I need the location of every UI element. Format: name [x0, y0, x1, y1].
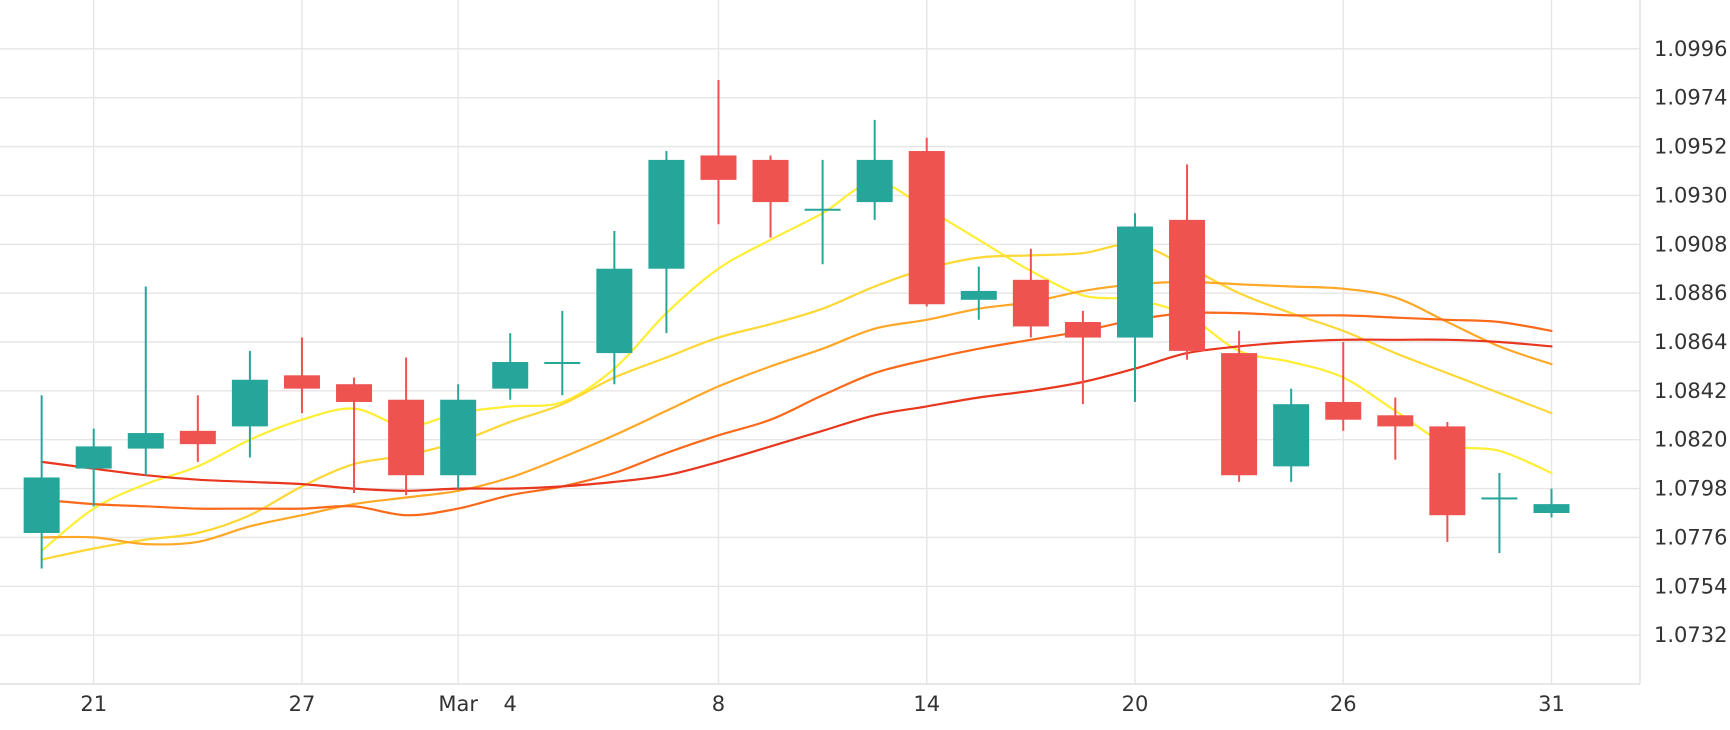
y-tick-label: 1.0952	[1654, 135, 1727, 159]
candle-body	[1429, 426, 1466, 516]
candle-body	[1325, 401, 1362, 420]
x-tick-label: 8	[712, 692, 725, 716]
candle-body	[596, 268, 633, 354]
candle-body	[23, 477, 60, 533]
candle	[908, 137, 945, 307]
y-tick-label: 1.0996	[1654, 37, 1727, 61]
candle	[1325, 342, 1362, 431]
candle	[960, 266, 997, 320]
candle	[752, 155, 789, 238]
candle	[700, 79, 737, 225]
candle	[440, 384, 477, 489]
candle-body	[283, 375, 320, 389]
candle	[231, 350, 268, 458]
candle-body	[648, 159, 685, 269]
x-tick-label: 27	[289, 692, 316, 716]
candle-body	[1012, 279, 1049, 327]
candle-body	[1116, 226, 1153, 338]
x-tick-label: 21	[80, 692, 107, 716]
candle-body	[804, 208, 841, 211]
candle-body	[179, 430, 216, 445]
candle-body	[1377, 415, 1414, 427]
candle-body	[1481, 497, 1518, 500]
candle	[492, 333, 529, 400]
x-tick-label: 20	[1122, 692, 1149, 716]
candle-body	[544, 361, 581, 364]
y-tick-label: 1.0754	[1654, 574, 1727, 598]
candle	[804, 159, 841, 265]
candle	[1533, 488, 1570, 518]
candle-body	[1273, 404, 1310, 467]
candle-body	[700, 155, 737, 180]
candle-body	[492, 361, 529, 389]
x-tick-label: 26	[1330, 692, 1357, 716]
candle	[1012, 248, 1049, 338]
candle	[336, 377, 373, 494]
candle-body	[1169, 219, 1206, 351]
candle	[1116, 213, 1153, 402]
candle	[596, 230, 633, 385]
y-tick-label: 1.0842	[1654, 379, 1727, 403]
x-tick-label: 14	[913, 692, 940, 716]
candle-body	[440, 399, 477, 476]
candle-body	[127, 433, 164, 449]
candle	[1377, 397, 1414, 460]
candle	[283, 337, 320, 414]
moving-average-lines	[40, 180, 1553, 561]
y-tick-label: 1.0974	[1654, 86, 1727, 110]
candle-body	[336, 384, 373, 402]
candle-body	[75, 446, 112, 469]
candle	[1064, 310, 1101, 405]
y-tick-label: 1.0820	[1654, 428, 1727, 452]
moving-average-line-3	[40, 280, 1553, 546]
candle	[388, 357, 425, 496]
y-tick-label: 1.0864	[1654, 330, 1727, 354]
x-tick-label: 31	[1538, 692, 1565, 716]
candle	[127, 286, 164, 476]
candle	[1429, 421, 1466, 542]
candle-body	[908, 151, 945, 305]
moving-average-line-1	[40, 180, 1553, 552]
x-tick-label: 4	[504, 692, 517, 716]
candle-body	[1533, 504, 1570, 513]
candle-body	[960, 290, 997, 300]
y-tick-label: 1.0732	[1654, 623, 1727, 647]
candle-body	[1221, 353, 1258, 476]
candle	[648, 151, 685, 334]
candle-body	[231, 379, 268, 427]
y-axis-tick-labels: 1.0732 1.0754 1.0776 1.0798 1.0820 1.0842 1.08…	[1654, 37, 1727, 647]
x-tick-label: Mar	[438, 692, 478, 716]
candle	[1221, 330, 1258, 482]
candle	[544, 310, 581, 396]
y-tick-label: 1.0908	[1654, 232, 1727, 256]
candle-body	[388, 399, 425, 476]
y-tick-label: 1.0930	[1654, 183, 1727, 207]
candle-body	[856, 159, 893, 203]
moving-average-line-4	[40, 311, 1553, 517]
candle-body	[1064, 322, 1101, 338]
candle-body	[752, 159, 789, 203]
candle	[1481, 473, 1518, 553]
candle	[23, 395, 60, 569]
y-tick-label: 1.0776	[1654, 525, 1727, 549]
candles	[23, 79, 1570, 569]
candle	[1169, 164, 1206, 360]
moving-average-line-2	[40, 242, 1553, 561]
x-axis-tick-labels: 21 27 Mar 4 8 14 20 26 31	[80, 692, 1565, 716]
candle	[856, 119, 893, 220]
candle	[179, 395, 216, 462]
candle	[1273, 388, 1310, 482]
horizontal-gridlines	[0, 48, 1640, 636]
candle	[75, 428, 112, 507]
y-tick-label: 1.0886	[1654, 281, 1727, 305]
y-tick-label: 1.0798	[1654, 477, 1727, 501]
moving-average-line-5	[40, 338, 1553, 492]
